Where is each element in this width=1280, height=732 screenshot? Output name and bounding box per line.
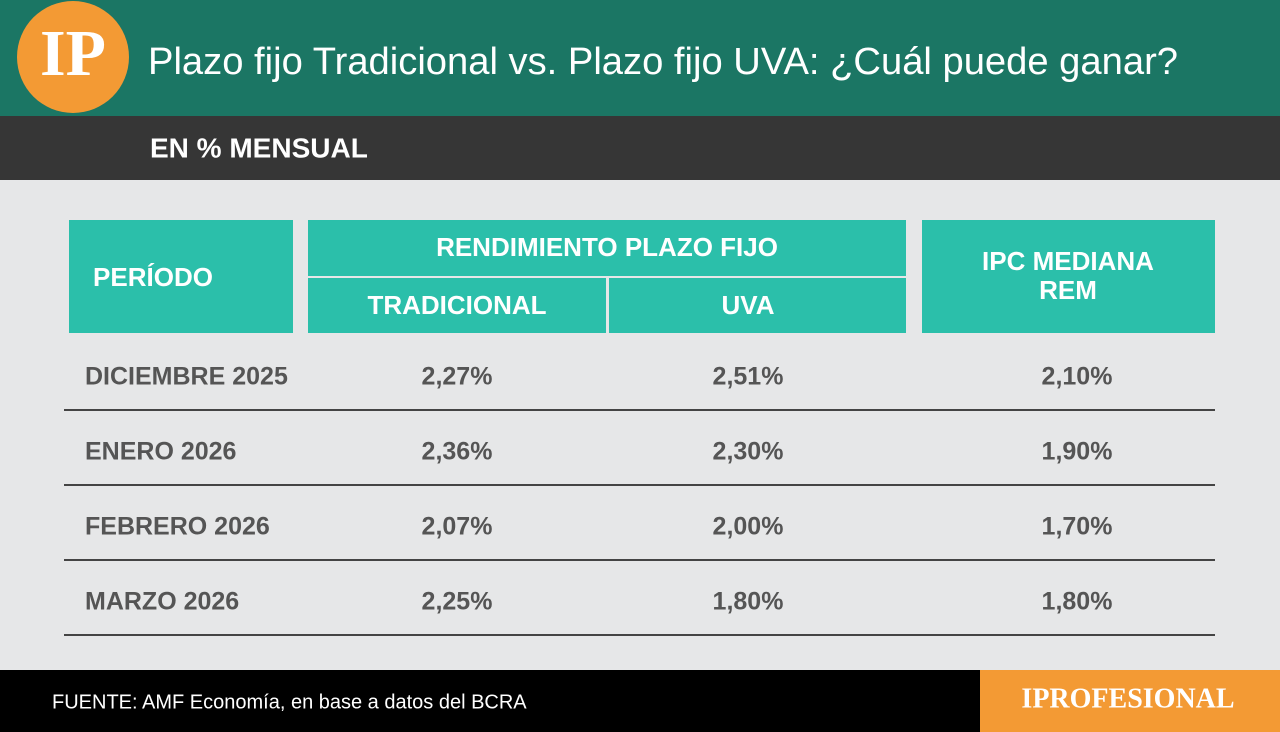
logo: IP	[40, 17, 106, 90]
header-cell	[308, 220, 906, 276]
header-cell	[609, 278, 906, 333]
header-ipc: IPC MEDIANA	[982, 246, 1154, 276]
row-value: 1,70%	[1042, 513, 1113, 541]
header-uva: UVA	[722, 290, 775, 320]
header-period: PERÍODO	[93, 262, 213, 292]
header-cell	[69, 220, 293, 333]
title-band	[0, 0, 1280, 116]
row-value: 2,36%	[422, 438, 493, 466]
row-value: 2,27%	[422, 363, 493, 391]
row-period: ENERO 2026	[85, 438, 236, 466]
row-value: 1,80%	[713, 588, 784, 616]
row-value: 1,80%	[1042, 588, 1113, 616]
row-period: MARZO 2026	[85, 588, 239, 616]
row-value: 2,00%	[713, 513, 784, 541]
row-period: DICIEMBRE 2025	[85, 363, 288, 391]
row-value: 2,30%	[713, 438, 784, 466]
header-cell	[922, 220, 1215, 333]
header-cell	[308, 278, 606, 333]
header-traditional: TRADICIONAL	[367, 290, 546, 320]
row-value: 1,90%	[1042, 438, 1113, 466]
brand-box	[980, 670, 1280, 732]
table-rows: DICIEMBRE 2025 2,27% 2,51% 2,10% ENERO 2026 2…	[64, 363, 1215, 636]
row-value: 2,51%	[713, 363, 784, 391]
logo-circle	[17, 1, 129, 113]
title: Plazo fijo Tradicional vs. Plazo fijo UV…	[148, 41, 1178, 83]
source: FUENTE: AMF Economía, en base a datos de…	[52, 691, 527, 713]
header-group: RENDIMIENTO PLAZO FIJO	[436, 232, 778, 262]
row-value: 2,10%	[1042, 363, 1113, 391]
row-value: 2,07%	[422, 513, 493, 541]
brand: IPROFESIONAL	[1021, 683, 1234, 714]
header-ipc: REM	[1039, 275, 1097, 305]
row-value: 2,25%	[422, 588, 493, 616]
row-period: FEBRERO 2026	[85, 513, 270, 541]
subtitle: EN % MENSUAL	[150, 132, 368, 163]
